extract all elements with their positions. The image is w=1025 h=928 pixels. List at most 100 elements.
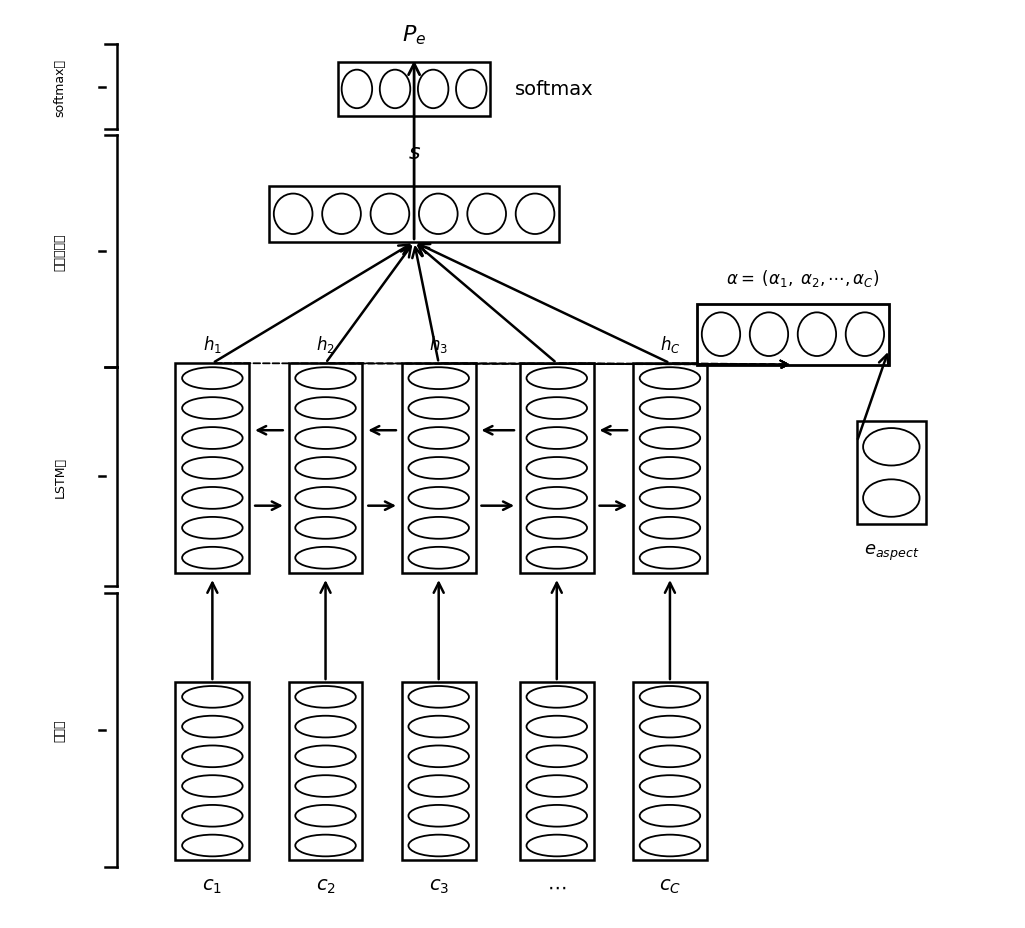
Ellipse shape bbox=[527, 487, 587, 509]
Ellipse shape bbox=[295, 687, 356, 708]
Ellipse shape bbox=[527, 458, 587, 480]
Bar bbox=[289, 364, 363, 574]
Text: $h_C$: $h_C$ bbox=[660, 334, 681, 354]
Ellipse shape bbox=[640, 458, 700, 480]
Ellipse shape bbox=[408, 548, 469, 569]
Bar bbox=[520, 364, 593, 574]
Ellipse shape bbox=[797, 313, 836, 356]
Ellipse shape bbox=[408, 517, 469, 539]
Ellipse shape bbox=[640, 776, 700, 797]
Bar bbox=[857, 421, 926, 524]
Text: $h_2$: $h_2$ bbox=[316, 334, 335, 354]
Text: $c_C$: $c_C$ bbox=[659, 876, 681, 896]
Bar bbox=[175, 364, 249, 574]
Text: $s$: $s$ bbox=[408, 143, 420, 162]
Ellipse shape bbox=[295, 398, 356, 419]
Ellipse shape bbox=[182, 487, 243, 509]
Bar bbox=[402, 682, 476, 860]
Ellipse shape bbox=[408, 687, 469, 708]
Bar bbox=[520, 682, 593, 860]
Ellipse shape bbox=[371, 194, 409, 235]
Ellipse shape bbox=[640, 487, 700, 509]
Ellipse shape bbox=[527, 548, 587, 569]
Ellipse shape bbox=[702, 313, 740, 356]
Ellipse shape bbox=[341, 71, 372, 110]
Ellipse shape bbox=[846, 313, 885, 356]
Ellipse shape bbox=[182, 398, 243, 419]
Ellipse shape bbox=[408, 367, 469, 390]
Text: 输入层: 输入层 bbox=[53, 718, 67, 741]
Bar bbox=[338, 63, 490, 117]
Ellipse shape bbox=[408, 487, 469, 509]
Ellipse shape bbox=[863, 429, 919, 466]
Ellipse shape bbox=[295, 428, 356, 449]
Text: $\alpha=\;(\alpha_1,\;\alpha_2,\cdots,\alpha_C)$: $\alpha=\;(\alpha_1,\;\alpha_2,\cdots,\a… bbox=[726, 267, 879, 289]
Bar bbox=[289, 682, 363, 860]
Ellipse shape bbox=[274, 194, 313, 235]
Text: $c_2$: $c_2$ bbox=[316, 876, 335, 896]
Ellipse shape bbox=[749, 313, 788, 356]
Ellipse shape bbox=[295, 548, 356, 569]
Ellipse shape bbox=[527, 776, 587, 797]
Ellipse shape bbox=[408, 458, 469, 480]
Text: softmax: softmax bbox=[515, 81, 593, 99]
Ellipse shape bbox=[182, 458, 243, 480]
Ellipse shape bbox=[322, 194, 361, 235]
Ellipse shape bbox=[408, 835, 469, 857]
Ellipse shape bbox=[640, 716, 700, 738]
Ellipse shape bbox=[295, 517, 356, 539]
Ellipse shape bbox=[527, 428, 587, 449]
Ellipse shape bbox=[640, 517, 700, 539]
Ellipse shape bbox=[527, 367, 587, 390]
Text: $e_{aspect}$: $e_{aspect}$ bbox=[864, 542, 919, 562]
Ellipse shape bbox=[408, 428, 469, 449]
Ellipse shape bbox=[182, 548, 243, 569]
Text: $\cdots$: $\cdots$ bbox=[547, 876, 567, 896]
Ellipse shape bbox=[295, 716, 356, 738]
Ellipse shape bbox=[419, 194, 457, 235]
Ellipse shape bbox=[408, 746, 469, 767]
Bar bbox=[175, 682, 249, 860]
Ellipse shape bbox=[527, 716, 587, 738]
Ellipse shape bbox=[527, 398, 587, 419]
Ellipse shape bbox=[640, 687, 700, 708]
Ellipse shape bbox=[182, 428, 243, 449]
Text: $c_1$: $c_1$ bbox=[202, 876, 222, 896]
Ellipse shape bbox=[295, 776, 356, 797]
Text: $P_e$: $P_e$ bbox=[402, 23, 426, 47]
Ellipse shape bbox=[467, 194, 506, 235]
Ellipse shape bbox=[295, 487, 356, 509]
Bar bbox=[269, 187, 560, 242]
Bar bbox=[633, 682, 707, 860]
Ellipse shape bbox=[527, 835, 587, 857]
Ellipse shape bbox=[182, 517, 243, 539]
Bar bbox=[697, 304, 889, 365]
Ellipse shape bbox=[182, 716, 243, 738]
Ellipse shape bbox=[527, 806, 587, 827]
Ellipse shape bbox=[295, 367, 356, 390]
Ellipse shape bbox=[408, 398, 469, 419]
Ellipse shape bbox=[408, 776, 469, 797]
Ellipse shape bbox=[527, 746, 587, 767]
Ellipse shape bbox=[640, 398, 700, 419]
Ellipse shape bbox=[182, 835, 243, 857]
Ellipse shape bbox=[295, 746, 356, 767]
Ellipse shape bbox=[295, 458, 356, 480]
Ellipse shape bbox=[408, 806, 469, 827]
Ellipse shape bbox=[527, 687, 587, 708]
Text: $h_1$: $h_1$ bbox=[203, 334, 221, 354]
Ellipse shape bbox=[182, 746, 243, 767]
Bar bbox=[402, 364, 476, 574]
Text: 子句注意层: 子句注意层 bbox=[53, 233, 67, 271]
Ellipse shape bbox=[640, 367, 700, 390]
Ellipse shape bbox=[408, 716, 469, 738]
Ellipse shape bbox=[182, 687, 243, 708]
Ellipse shape bbox=[640, 746, 700, 767]
Ellipse shape bbox=[640, 428, 700, 449]
Ellipse shape bbox=[456, 71, 487, 110]
Ellipse shape bbox=[527, 517, 587, 539]
Ellipse shape bbox=[640, 548, 700, 569]
Ellipse shape bbox=[295, 835, 356, 857]
Ellipse shape bbox=[863, 480, 919, 517]
Ellipse shape bbox=[295, 806, 356, 827]
